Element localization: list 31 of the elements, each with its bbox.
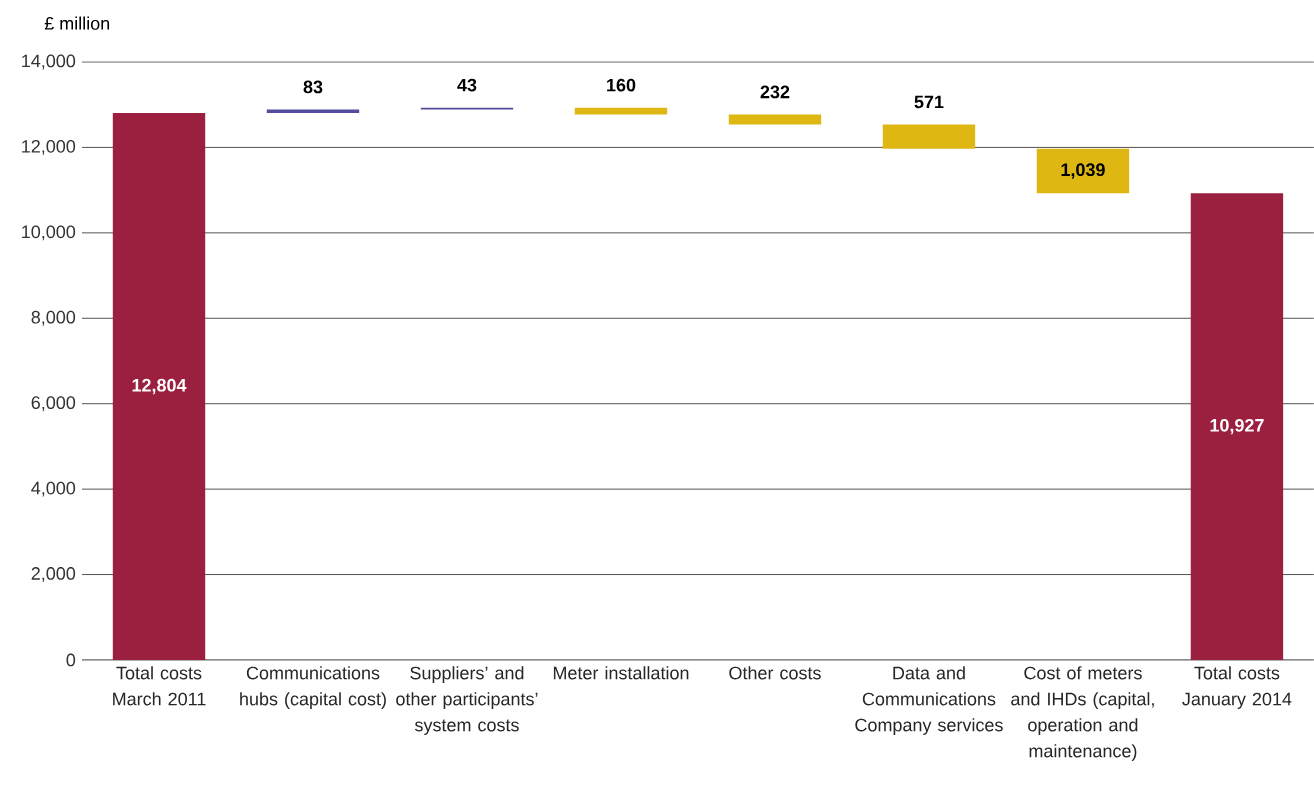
bar — [574, 107, 668, 115]
data-label: 10,927 — [1210, 418, 1264, 435]
x-tick-label: Cost of meters and IHDs (capital, operation and maintenance) — [1011, 666, 1154, 761]
x-tick-label: Data and Communications Company services — [855, 666, 1003, 735]
y-tick-label: 4,000 — [31, 481, 76, 497]
y-tick-label: 0 — [66, 653, 76, 667]
y-axis-title: £ million — [44, 16, 110, 30]
data-label: 160 — [607, 78, 636, 92]
bar — [728, 114, 822, 125]
x-tick-label: Suppliers’ and other participants’ system costs — [396, 666, 538, 735]
y-tick-label: 10,000 — [22, 225, 76, 241]
x-tick-label: Other costs — [729, 666, 821, 680]
y-tick-label: 2,000 — [31, 567, 76, 582]
y-tick-label: 12,000 — [22, 139, 76, 155]
data-label: 232 — [760, 85, 790, 99]
x-tick-label: Meter installation — [553, 666, 689, 680]
bar — [882, 124, 976, 149]
bar — [1190, 193, 1284, 660]
data-label: 43 — [457, 78, 477, 92]
y-tick-label: 14,000 — [22, 54, 76, 70]
data-label: 1,039 — [1061, 163, 1105, 179]
data-label: 571 — [914, 95, 944, 109]
bar — [1036, 148, 1130, 194]
x-tick-label: Communications hubs (capital cost) — [240, 666, 386, 709]
x-tick-label: Total costs March 2011 — [113, 666, 206, 706]
bar — [112, 113, 206, 660]
data-label: 12,804 — [132, 378, 187, 395]
y-tick-label: 6,000 — [31, 396, 76, 412]
data-label: 83 — [303, 80, 323, 94]
x-tick-label: Total costs January 2014 — [1182, 666, 1292, 709]
y-tick-label: 8,000 — [31, 310, 76, 326]
